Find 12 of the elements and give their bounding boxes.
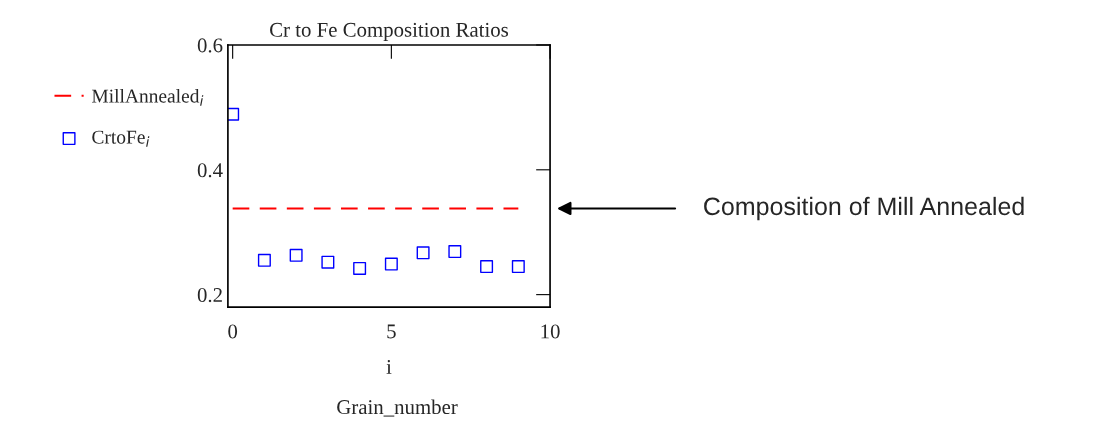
legend-label: MillAnnealed$_{i}$ xyxy=(91,88,204,106)
legend-label: CrtoFe$_{i}$ xyxy=(92,130,150,147)
x-tick-label: 10 xyxy=(541,324,560,339)
x-axis-title: i xyxy=(386,360,392,374)
y-tick-label: 0.2 xyxy=(197,288,222,303)
y-tick-label: 0.4 xyxy=(197,163,223,178)
y-tick-label: 0.6 xyxy=(197,38,223,53)
text: Grain_number xyxy=(337,399,458,417)
chart-title: Cr to Fe Composition Ratios xyxy=(270,22,509,42)
x-tick-label: 5 xyxy=(387,324,396,339)
x-tick-label: 0 xyxy=(228,324,238,339)
text: Composition of Mill Annealed xyxy=(704,196,1024,221)
